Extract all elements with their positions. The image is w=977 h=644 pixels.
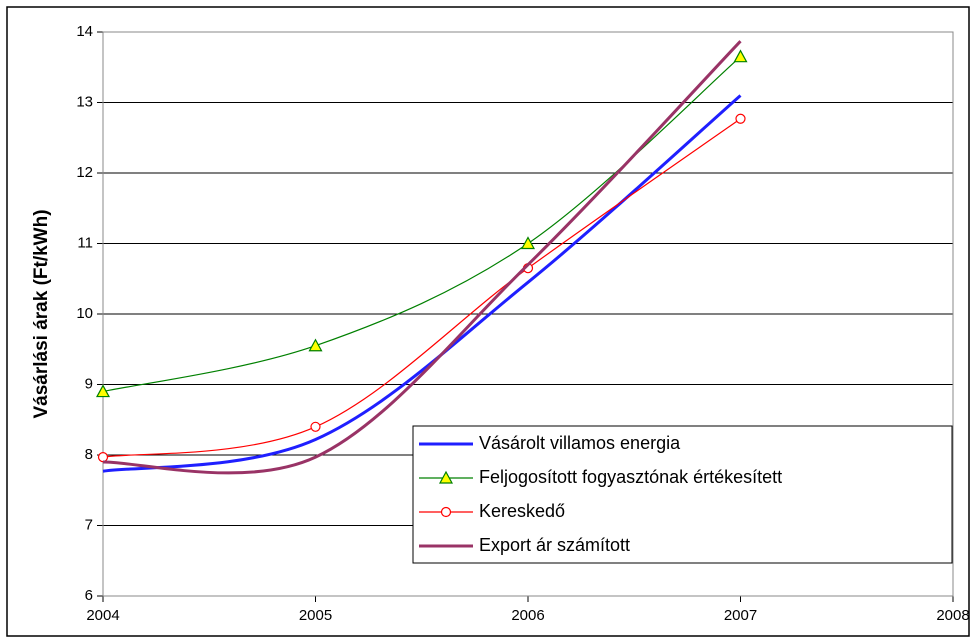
- y-tick-label: 6: [85, 587, 93, 604]
- y-axis-label: Vásárlási árak (Ft/kWh): [31, 209, 52, 418]
- plot-border: [102, 31, 954, 597]
- series-line: [102, 40, 742, 475]
- legend-label: Kereskedő: [479, 501, 565, 521]
- point-marker: [520, 236, 536, 250]
- x-tick-label: 2006: [511, 607, 544, 624]
- y-tick-label: 7: [85, 516, 93, 533]
- point-marker: [733, 49, 748, 63]
- x-tick-label: 2004: [86, 607, 119, 624]
- y-tick-label: 10: [76, 305, 93, 322]
- legend-label: Feljogosított fogyasztónak értékesített: [479, 467, 782, 487]
- series-line: [102, 56, 741, 393]
- legend-marker: [438, 470, 454, 484]
- legend-box: [412, 425, 953, 564]
- y-tick-label: 12: [76, 164, 93, 181]
- point-marker: [97, 452, 109, 463]
- y-tick-label: 9: [85, 375, 93, 392]
- point-marker: [95, 384, 111, 398]
- series-line: [102, 118, 741, 458]
- y-tick-label: 11: [77, 234, 93, 251]
- legend-label: Export ár számított: [479, 535, 630, 555]
- y-tick-label: 13: [76, 93, 93, 110]
- y-tick-label: 14: [76, 23, 93, 40]
- x-tick-label: 2008: [936, 607, 969, 624]
- legend-label: Vásárolt villamos energia: [479, 433, 681, 453]
- point-marker: [310, 421, 321, 432]
- y-tick-label: 8: [85, 446, 93, 463]
- x-tick-label: 2007: [724, 607, 757, 624]
- point-marker: [735, 113, 746, 124]
- point-marker: [308, 338, 323, 352]
- x-tick-label: 2005: [299, 607, 332, 624]
- legend-marker: [440, 506, 452, 518]
